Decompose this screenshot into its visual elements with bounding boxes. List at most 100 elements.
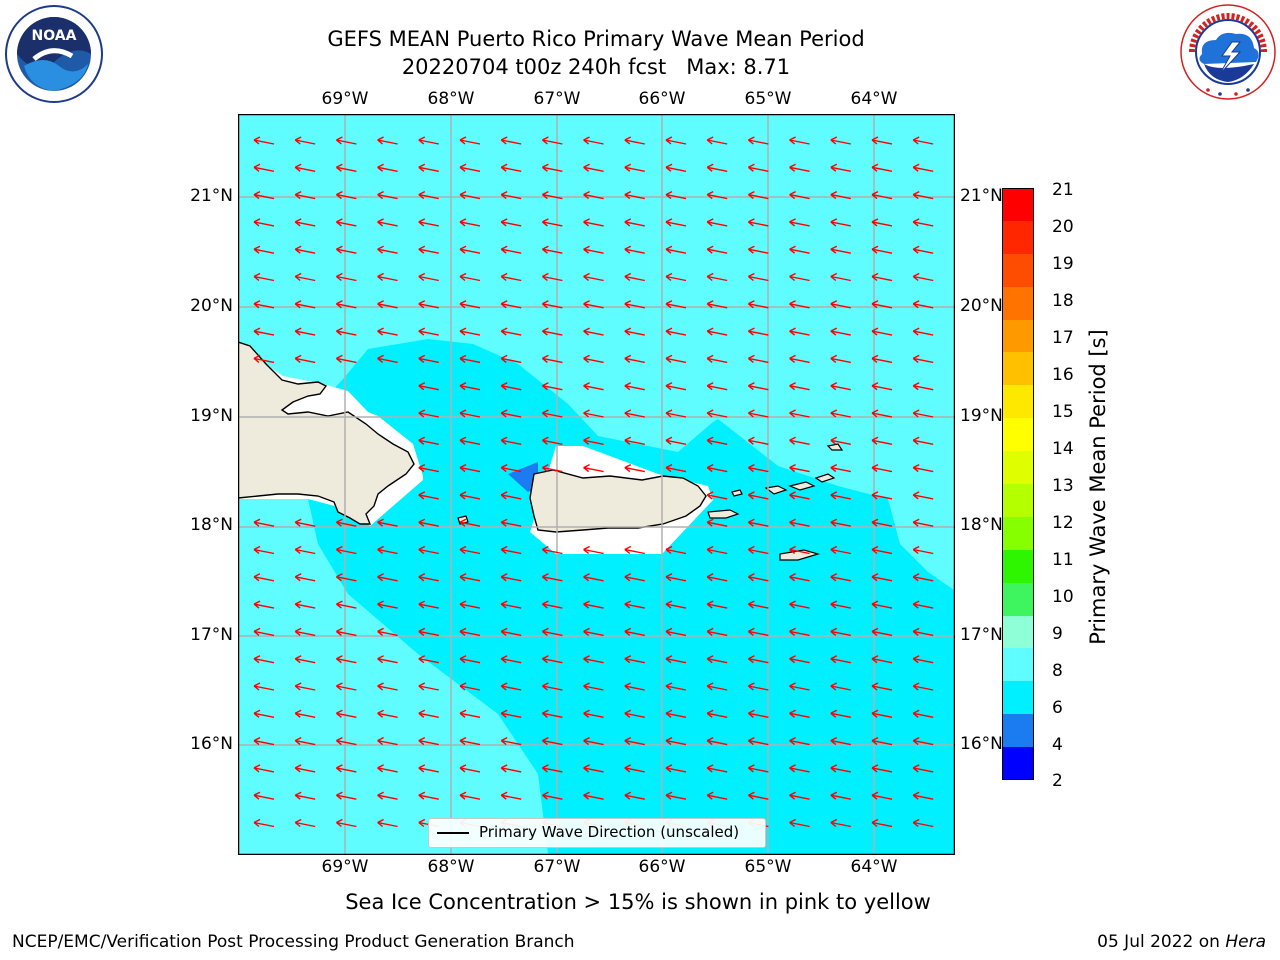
wave-arrow bbox=[747, 327, 769, 336]
wave-arrow bbox=[583, 627, 604, 637]
wave-arrow bbox=[747, 682, 769, 691]
wave-arrow bbox=[706, 300, 728, 309]
wave-arrow bbox=[583, 190, 604, 200]
wave-arrow bbox=[459, 600, 481, 609]
wave-arrow bbox=[335, 818, 357, 828]
lat-label-left: 20°N bbox=[190, 296, 233, 316]
colorbar-tick: 15 bbox=[1052, 402, 1074, 422]
noaa-logo-icon: NOAA bbox=[5, 5, 103, 103]
wave-arrow bbox=[253, 218, 275, 227]
wave-arrow bbox=[706, 218, 728, 227]
wave-arrow bbox=[500, 382, 522, 391]
colorbar-tick: 8 bbox=[1052, 661, 1063, 681]
wave-arrow bbox=[624, 245, 645, 254]
wave-arrow bbox=[253, 573, 275, 582]
wave-arrow bbox=[418, 573, 439, 582]
wave-arrow bbox=[459, 218, 481, 227]
wave-arrow bbox=[294, 354, 316, 364]
wave-arrow bbox=[459, 354, 481, 364]
wave-arrow bbox=[377, 600, 398, 609]
wave-arrow bbox=[418, 300, 439, 309]
wave-arrow bbox=[335, 791, 357, 800]
colorbar-tick: 4 bbox=[1052, 735, 1063, 755]
wave-arrow bbox=[706, 245, 728, 254]
wave-arrow bbox=[500, 245, 522, 254]
wave-arrow bbox=[335, 600, 357, 609]
colorbar-segment bbox=[1002, 484, 1034, 518]
wave-arrow bbox=[665, 682, 687, 691]
land-vieques bbox=[707, 509, 740, 519]
wave-arrow bbox=[459, 491, 481, 500]
wave-arrow bbox=[294, 218, 316, 227]
wave-arrow bbox=[335, 518, 357, 527]
wave-arrow bbox=[706, 272, 728, 282]
wave-arrow bbox=[583, 218, 604, 227]
wave-arrow bbox=[624, 791, 645, 800]
wave-arrow bbox=[706, 545, 728, 555]
wave-arrow bbox=[294, 791, 316, 800]
legend-line-icon bbox=[437, 832, 469, 834]
wave-arrow bbox=[624, 218, 645, 227]
wave-arrow bbox=[500, 655, 522, 664]
wave-arrow bbox=[624, 272, 645, 282]
wave-arrow bbox=[253, 163, 275, 172]
wave-arrow bbox=[335, 136, 357, 145]
wave-arrow bbox=[335, 573, 357, 582]
wave-arrow bbox=[253, 136, 275, 145]
lat-label-left: 19°N bbox=[190, 406, 233, 426]
wave-arrow bbox=[335, 190, 357, 200]
wave-arrow bbox=[706, 600, 728, 609]
wave-arrow bbox=[665, 136, 687, 145]
wave-arrow bbox=[747, 545, 769, 555]
wave-arrow bbox=[335, 627, 357, 637]
wave-arrow bbox=[830, 655, 851, 664]
wave-arrow bbox=[294, 327, 316, 336]
wave-arrow bbox=[665, 736, 687, 746]
wave-arrow bbox=[253, 545, 275, 555]
wave-arrow bbox=[706, 491, 728, 500]
wave-arrow bbox=[377, 190, 398, 200]
wave-arrow bbox=[541, 791, 563, 800]
wave-arrow bbox=[830, 463, 851, 473]
wave-arrow bbox=[830, 136, 851, 145]
wave-arrow bbox=[418, 136, 439, 145]
wave-arrow bbox=[665, 436, 687, 445]
wave-arrow bbox=[377, 518, 398, 527]
wave-arrow bbox=[830, 682, 851, 691]
wave-arrow bbox=[418, 409, 439, 418]
wave-arrow bbox=[500, 190, 522, 200]
colorbar-segment bbox=[1002, 648, 1034, 682]
wave-arrow bbox=[459, 709, 481, 718]
wave-arrow bbox=[583, 545, 604, 555]
wave-arrow bbox=[747, 245, 769, 254]
wave-arrow bbox=[335, 272, 357, 282]
colorbar-segment bbox=[1002, 352, 1034, 386]
wave-arrow bbox=[830, 163, 851, 172]
wave-arrow bbox=[789, 382, 810, 391]
colorbar-tick: 6 bbox=[1052, 698, 1063, 718]
wave-arrow bbox=[747, 300, 769, 309]
wave-arrow bbox=[500, 354, 522, 364]
wave-arrow bbox=[912, 627, 934, 637]
wave-arrow bbox=[541, 655, 563, 664]
wave-arrow bbox=[789, 245, 810, 254]
colorbar-segment bbox=[1002, 220, 1034, 255]
wave-arrow bbox=[665, 354, 687, 364]
wave-arrow bbox=[665, 218, 687, 227]
wave-arrow bbox=[912, 409, 934, 418]
wave-arrow bbox=[665, 163, 687, 172]
wave-arrow bbox=[253, 736, 275, 746]
colorbar-segment bbox=[1002, 681, 1034, 715]
wave-arrow bbox=[747, 600, 769, 609]
footer-machine: Hera bbox=[1225, 932, 1266, 952]
wave-arrow bbox=[377, 573, 398, 582]
land-culebra bbox=[731, 489, 743, 497]
colorbar-tick: 21 bbox=[1052, 180, 1074, 200]
wave-arrow bbox=[500, 218, 522, 227]
wave-arrow bbox=[789, 736, 810, 746]
wave-arrow bbox=[665, 272, 687, 282]
wave-period-map[interactable] bbox=[238, 114, 955, 855]
wave-arrow bbox=[500, 436, 522, 445]
wave-arrow bbox=[459, 136, 481, 145]
wave-arrow bbox=[871, 764, 893, 773]
